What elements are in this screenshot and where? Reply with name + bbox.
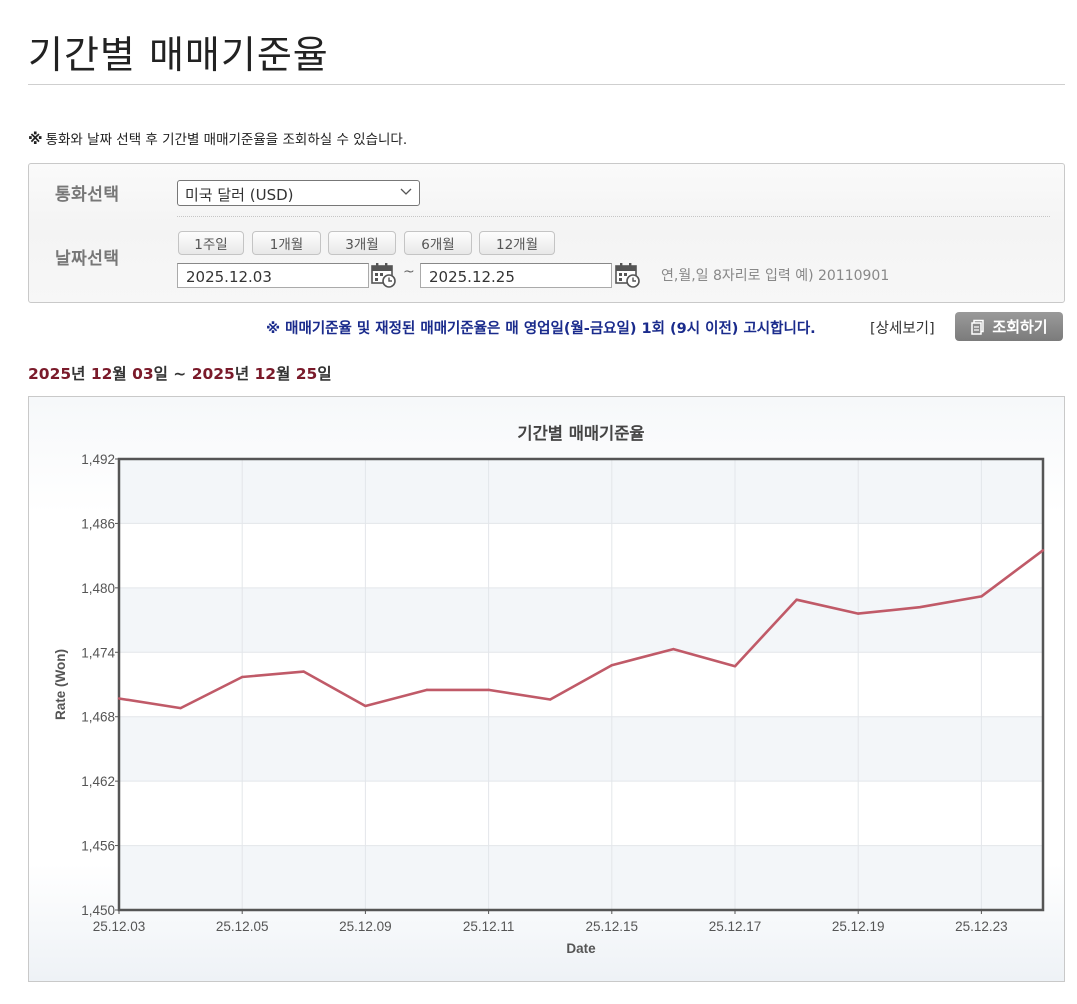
x-axis-label: Date (566, 941, 596, 956)
range-end-month: 12 (254, 365, 277, 383)
y-tick-label: 1,456 (81, 839, 115, 854)
page-title: 기간별 매매기준율 (28, 33, 329, 77)
data-point (733, 665, 737, 668)
y-tick-label: 1,450 (81, 903, 115, 918)
data-point (549, 698, 552, 701)
data-point (179, 706, 182, 710)
data-point (980, 595, 983, 598)
currency-select[interactable]: 미국 달러 (USD) (177, 180, 420, 206)
data-point (610, 663, 613, 667)
currency-label: 통화선택 (55, 185, 120, 205)
date-format-hint: 연,월,일 8자리로 입력 예) 20110901 (661, 268, 890, 284)
plot-border (117, 457, 1045, 912)
detail-link[interactable]: [상세보기] (870, 321, 935, 337)
range-text: 년 (71, 365, 91, 383)
y-tick-label: 1,474 (81, 645, 115, 660)
data-point (302, 670, 305, 673)
data-point (487, 688, 490, 692)
period-button-1month[interactable]: 1개월 (252, 231, 321, 255)
x-tick-label: 25.12.23 (955, 919, 1008, 934)
search-button-label: 조회하기 (992, 318, 1048, 336)
range-text: 일 (317, 365, 332, 383)
x-tick-label: 25.12.17 (709, 919, 762, 934)
plot-band (119, 716, 1043, 782)
data-point (241, 675, 244, 679)
period-button-12month[interactable]: 12개월 (479, 231, 555, 255)
range-text: 일 ~ (153, 365, 192, 383)
document-icon (971, 319, 985, 335)
notice-text: 통화와 날짜 선택 후 기간별 매매기준율을 조회하실 수 있습니다. (45, 132, 408, 148)
data-point (117, 697, 121, 700)
range-start-day: 03 (132, 365, 154, 383)
calendar-icon[interactable] (615, 262, 641, 288)
x-tick-label: 25.12.03 (93, 919, 146, 934)
period-button-1week[interactable]: 1주일 (178, 231, 244, 255)
x-tick-label: 25.12.11 (463, 919, 515, 934)
range-end-day: 25 (295, 365, 318, 383)
data-point (918, 605, 921, 609)
calendar-icon[interactable] (371, 262, 397, 288)
rate-chart: 1,450 1,456 1,462 1,468 1,474 1,480 1,486 1,492… (28, 396, 1065, 982)
plot-area (119, 459, 1043, 910)
range-start-month: 12 (90, 365, 113, 383)
y-tick-label: 1,480 (81, 581, 115, 596)
end-date-input[interactable]: 2025.12.25 (420, 263, 612, 288)
x-tick-label: 25.12.15 (586, 919, 639, 934)
selected-date-range: 2025년 12월 03일 ~ 2025년 12월 25일 (28, 362, 332, 384)
title-divider (28, 84, 1065, 85)
chart-title: 기간별 매매기준율 (517, 424, 644, 443)
data-point (425, 688, 429, 692)
search-panel: 통화선택 미국 달러 (USD) 날짜선택 1주일 1개월 3개월 6개월 12… (28, 163, 1065, 303)
page-notice: ※ 통화와 날짜 선택 후 기간별 매매기준율을 조회하실 수 있습니다. (28, 128, 407, 148)
data-point (857, 612, 860, 615)
range-text: 월 (112, 365, 133, 383)
x-tick-label: 25.12.19 (832, 919, 885, 934)
y-tick-label: 1,492 (81, 452, 115, 467)
data-point (1041, 549, 1045, 552)
date-range-separator: ~ (403, 264, 415, 280)
chart-canvas: 1,450 1,456 1,462 1,468 1,474 1,480 1,486 1,492… (53, 424, 1045, 956)
period-button-6month[interactable]: 6개월 (404, 231, 472, 255)
start-date-input[interactable]: 2025.12.03 (177, 263, 369, 288)
y-tick-label: 1,462 (81, 774, 115, 789)
x-tick-label: 25.12.09 (339, 919, 392, 934)
data-point (672, 647, 675, 651)
y-axis-label: Rate (Won) (53, 649, 68, 720)
range-text: 월 (276, 365, 296, 383)
plot-band (119, 459, 1043, 524)
date-label: 날짜선택 (55, 249, 120, 269)
x-tick-label: 25.12.05 (216, 919, 269, 934)
period-button-3month[interactable]: 3개월 (328, 231, 396, 255)
data-point (795, 598, 798, 601)
announcement-notice: ※ 매매기준율 및 재정된 매매기준율은 매 영업일(월-금요일) 1회 (9시… (266, 321, 816, 337)
y-tick-label: 1,468 (81, 710, 115, 725)
range-text: 년 (234, 365, 255, 383)
notice-mark: ※ (28, 130, 43, 148)
chevron-down-icon (400, 188, 412, 195)
range-end-year: 2025 (191, 365, 235, 383)
plot-band (119, 587, 1043, 653)
search-button[interactable]: 조회하기 (955, 312, 1063, 341)
series-line (118, 549, 1044, 710)
data-point (364, 704, 367, 708)
plot-band (119, 845, 1043, 910)
currency-select-value: 미국 달러 (USD) (185, 186, 294, 204)
row-divider (177, 216, 1050, 217)
range-start-year: 2025 (28, 365, 72, 383)
y-tick-label: 1,486 (81, 516, 115, 531)
